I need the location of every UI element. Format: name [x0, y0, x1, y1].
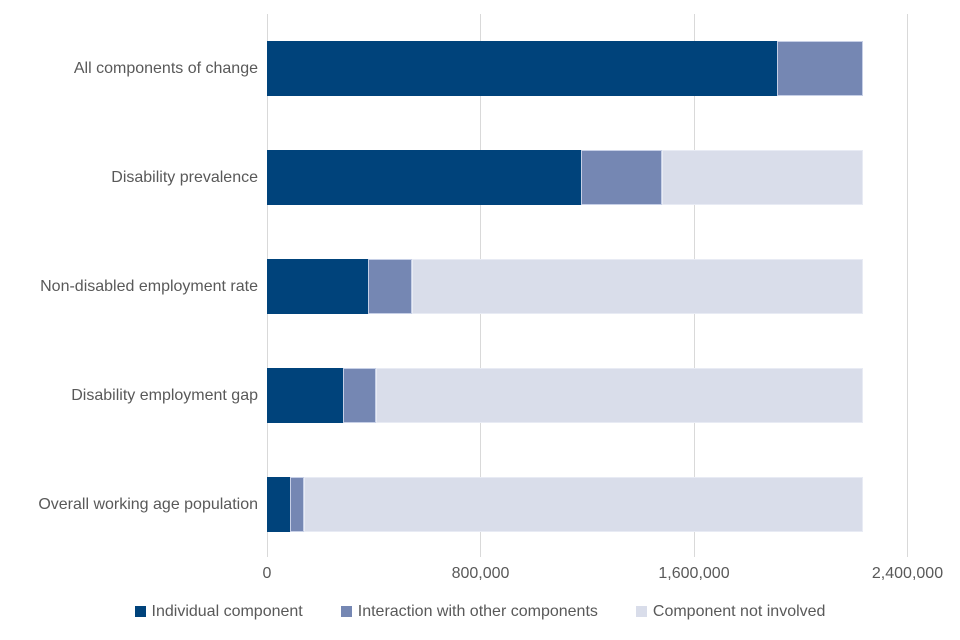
- legend-item-interaction: Interaction with other components: [340, 602, 598, 621]
- legend-item-component-not-involved: Component not involved: [635, 602, 826, 621]
- bar-segment-individual-component: [267, 41, 777, 96]
- bar-segment-individual-component: [267, 259, 369, 314]
- x-axis-tick-label-800000: 800,000: [451, 565, 510, 582]
- bar-segment-interaction: [343, 368, 377, 423]
- bar-segment-interaction: [289, 477, 305, 532]
- category-label-disability-employment-gap: Disability employment gap: [71, 386, 258, 404]
- bar-segment-interaction: [368, 259, 413, 314]
- x-axis-tick-label-1600000: 1,600,000: [658, 565, 730, 582]
- legend-label-component-not-involved: Component not involved: [652, 603, 826, 620]
- bar-row: [267, 477, 864, 532]
- gridline: [907, 14, 908, 557]
- category-label-non-disabled-employment-rate: Non-disabled employment rate: [40, 277, 258, 295]
- bar-segment-component-not-involved: [661, 150, 864, 205]
- plot-area: [266, 14, 943, 557]
- legend-swatch-interaction-icon: [340, 606, 352, 617]
- bar-segment-individual-component: [267, 477, 290, 532]
- category-label-disability-prevalence: Disability prevalence: [111, 168, 258, 186]
- legend-label-interaction: Interaction with other components: [357, 603, 598, 620]
- category-label-overall-working-age-population: Overall working age population: [38, 495, 258, 513]
- bar-row: [267, 368, 864, 423]
- x-axis-tick-label-0: 0: [262, 565, 272, 582]
- bar-segment-individual-component: [267, 150, 581, 205]
- bar-segment-component-not-involved: [412, 259, 864, 314]
- legend-swatch-individual-component-icon: [134, 606, 146, 617]
- legend-item-individual-component: Individual component: [134, 602, 303, 621]
- legend: Individual component Interaction with ot…: [0, 602, 960, 621]
- bar-segment-component-not-involved: [304, 477, 864, 532]
- bar-segment-interaction: [776, 41, 864, 96]
- x-axis-tick-label-2400000: 2,400,000: [871, 565, 944, 582]
- bar-row: [267, 41, 864, 96]
- bar-segment-individual-component: [267, 368, 344, 423]
- category-label-all-components: All components of change: [73, 59, 258, 77]
- bar-row: [267, 259, 864, 314]
- bar-segment-component-not-involved: [376, 368, 864, 423]
- legend-label-individual-component: Individual component: [151, 603, 303, 620]
- bar-row: [267, 150, 864, 205]
- legend-swatch-component-not-involved-icon: [635, 606, 647, 617]
- bar-segment-interaction: [580, 150, 662, 205]
